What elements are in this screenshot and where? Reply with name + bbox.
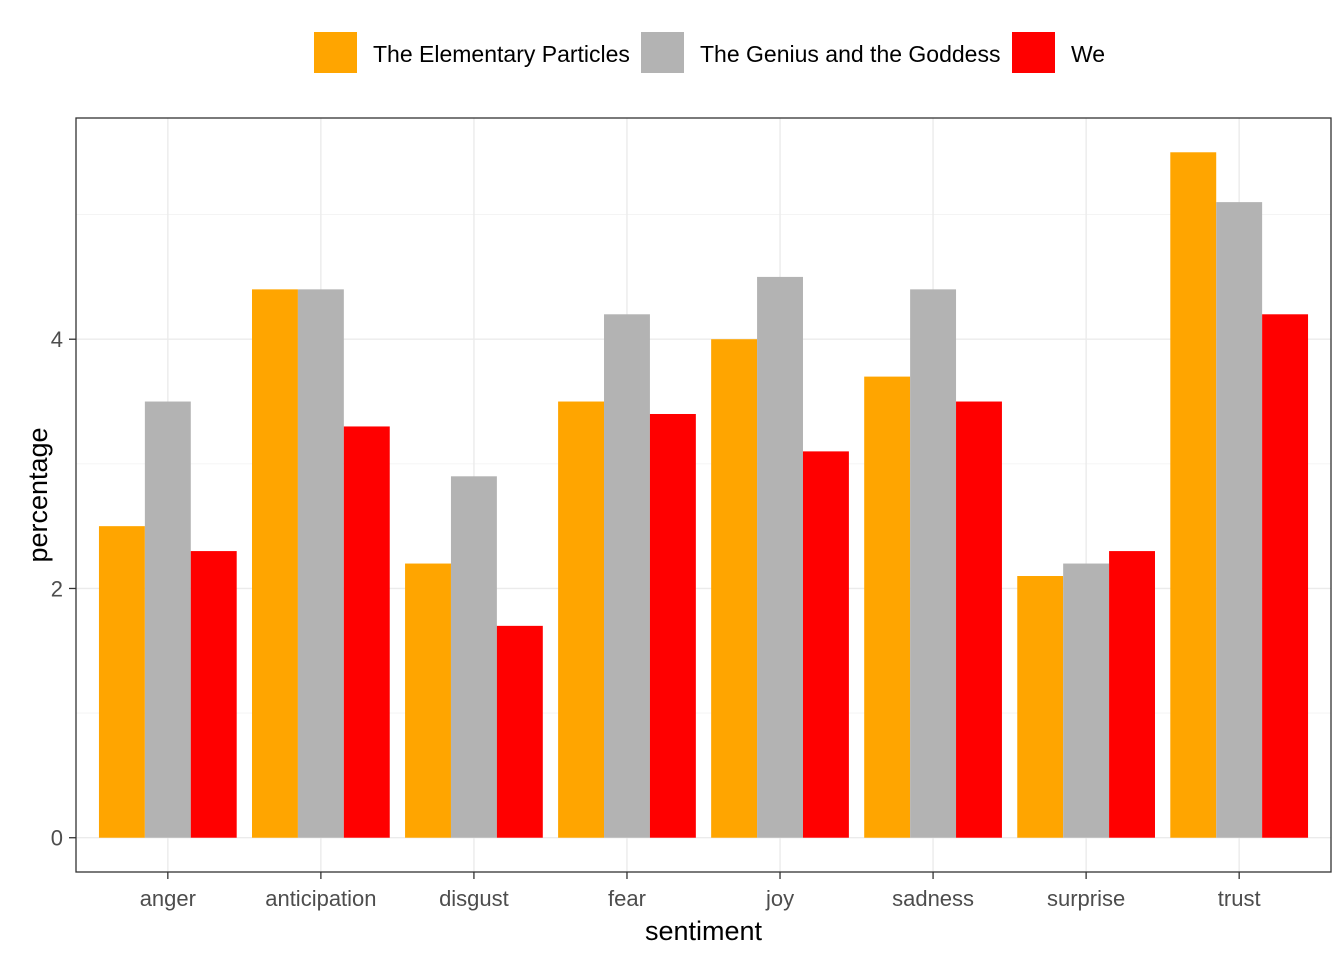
legend-label-series-2: The Genius and the Goddess [700,41,1000,67]
bar-surprise-series-2 [1063,563,1110,838]
x-axis: anger anticipation disgust fear joy sadness su… [140,872,1261,911]
legend-label-series-3: We [1071,41,1105,67]
legend-key-series-3 [1012,32,1055,73]
x-tick-label-fear: fear [608,886,646,911]
bar-joy-series-3 [802,451,849,838]
bar-sadness-series-3 [956,401,1002,838]
legend: The Elementary Particles The Genius and t… [314,32,1105,73]
x-tick-label-surprise: surprise [1047,886,1125,911]
bar-sadness-series-1 [864,376,911,838]
bar-fear-series-2 [604,314,650,838]
y-tick-label: 2 [51,576,63,601]
x-tick-label-anger: anger [140,886,196,911]
bar-disgust-series-3 [496,625,543,838]
bar-joy-series-1 [711,339,758,838]
bar-anger-series-1 [98,526,145,838]
bar-anticipation-series-2 [297,289,344,838]
x-tick-label-anticipation: anticipation [265,886,376,911]
x-tick-label-trust: trust [1218,886,1261,911]
bar-joy-series-2 [757,276,803,838]
bar-trust-series-1 [1170,152,1217,838]
bar-anger-series-3 [190,551,237,838]
x-axis-title: sentiment [645,916,763,946]
bar-trust-series-3 [1262,314,1309,838]
bar-fear-series-1 [558,401,605,838]
bars [98,152,1309,838]
bar-surprise-series-1 [1017,576,1064,838]
bar-fear-series-3 [649,413,696,838]
bar-disgust-series-1 [405,563,451,838]
x-tick-label-sadness: sadness [892,886,974,911]
panel-border [75,117,1332,873]
x-tick-label-joy: joy [765,886,794,911]
y-axis: 0 2 4 [51,327,76,851]
bar-anticipation-series-3 [343,426,390,838]
bar-trust-series-2 [1216,202,1263,838]
bar-surprise-series-3 [1109,551,1155,838]
bar-anger-series-2 [144,401,191,838]
y-axis-title: percentage [23,427,53,562]
bar-disgust-series-2 [450,476,497,838]
x-tick-label-disgust: disgust [439,886,509,911]
y-tick-label: 0 [51,826,63,851]
legend-key-series-2 [641,32,684,73]
bar-anticipation-series-1 [252,289,298,838]
legend-label-series-1: The Elementary Particles [373,41,630,67]
y-tick-label: 4 [51,327,63,352]
bar-sadness-series-2 [910,289,957,838]
legend-key-series-1 [314,32,357,73]
